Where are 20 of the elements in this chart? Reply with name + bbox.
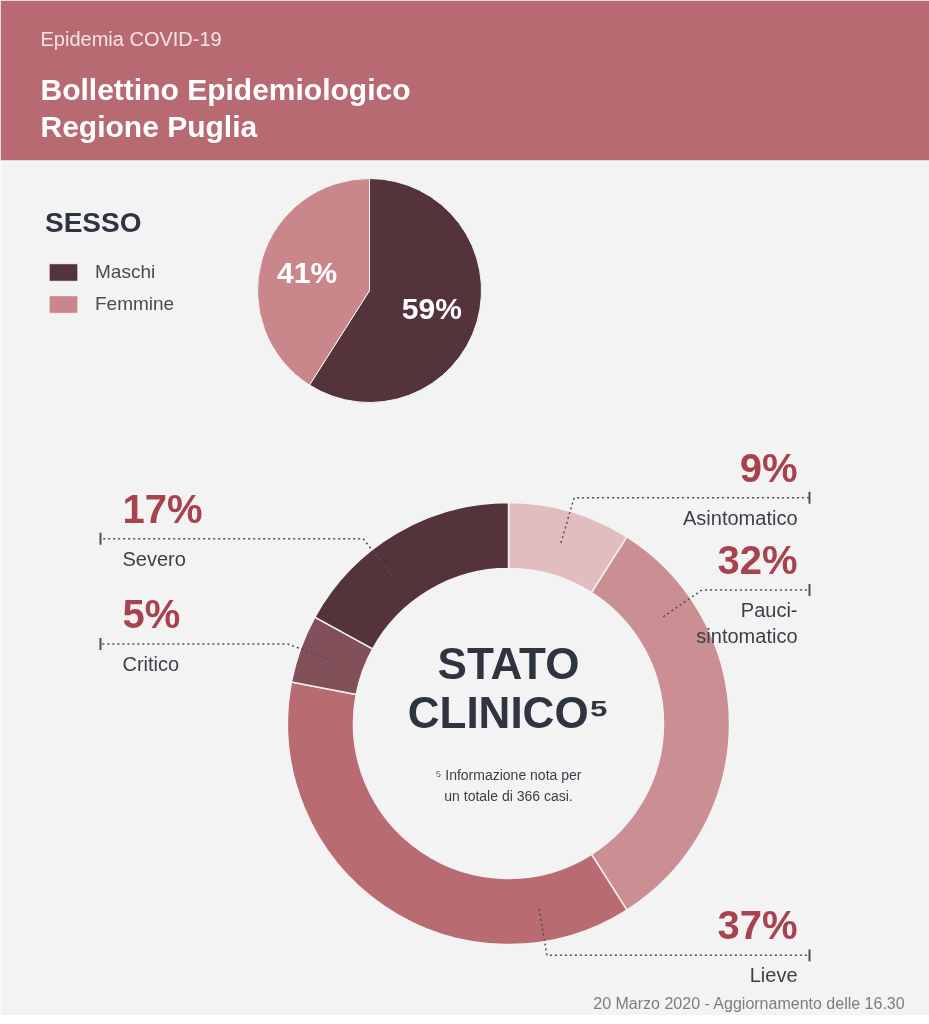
text: ⁵ Informazione nota per un totale di 366 casi.	[435, 767, 582, 804]
text: STATO CLINICO⁵	[407, 638, 610, 737]
data-label: 37%	[717, 903, 798, 948]
legend-label: Femmine	[95, 293, 175, 315]
slice-label: Asintomatico	[683, 506, 798, 529]
chart-subtitle: Epidemia COVID-19	[40, 27, 222, 50]
data-label: 9%	[739, 445, 798, 490]
slice-label: Lieve	[749, 964, 798, 987]
slice-label: Critico	[122, 652, 180, 675]
legend-label: Maschi	[95, 261, 156, 283]
slice-label: Severo	[122, 547, 186, 570]
legend-title: SESSO	[45, 207, 143, 239]
data-label: 17%	[122, 486, 203, 531]
chart-title: Bollettino Epidemiologico Regione Puglia	[40, 72, 411, 144]
data-label: 5%	[122, 591, 181, 636]
data-label: 41%	[277, 255, 338, 289]
slice-label: Pauci-sintomatico	[696, 599, 798, 648]
data-label: 32%	[717, 538, 798, 583]
text: 20 Marzo 2020 - Aggiornamento delle 16.30	[593, 995, 905, 1012]
data-label: 59%	[401, 292, 462, 326]
